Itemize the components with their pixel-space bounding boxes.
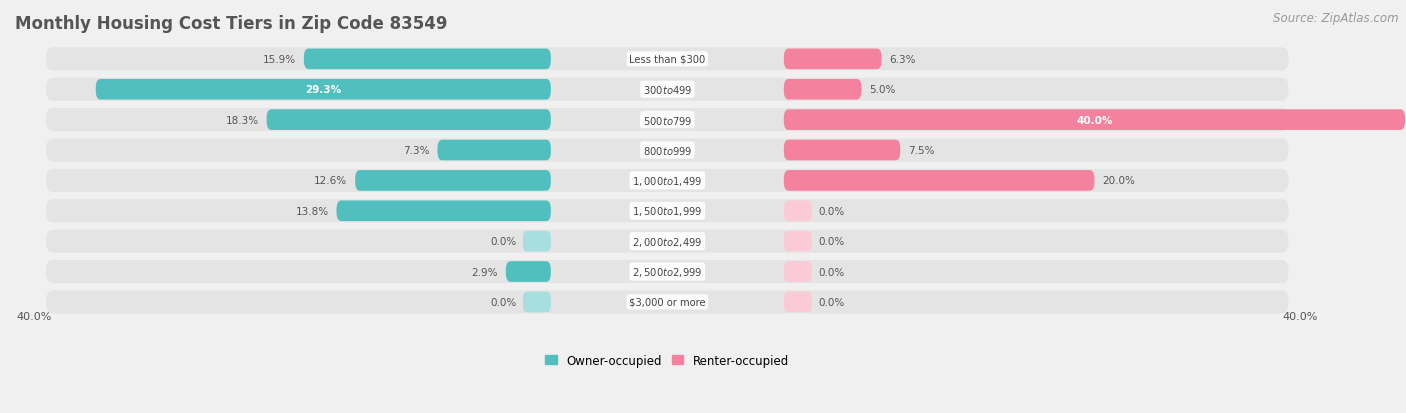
Text: 2.9%: 2.9% (471, 267, 498, 277)
FancyBboxPatch shape (46, 291, 1288, 314)
Text: 7.5%: 7.5% (908, 146, 935, 156)
Text: 0.0%: 0.0% (491, 297, 516, 307)
Text: $300 to $499: $300 to $499 (643, 84, 692, 96)
FancyBboxPatch shape (783, 231, 811, 252)
FancyBboxPatch shape (304, 50, 551, 70)
Text: 6.3%: 6.3% (890, 55, 915, 65)
FancyBboxPatch shape (46, 230, 1288, 253)
Text: $800 to $999: $800 to $999 (643, 145, 692, 157)
FancyBboxPatch shape (783, 292, 811, 313)
Text: 0.0%: 0.0% (818, 267, 844, 277)
FancyBboxPatch shape (783, 201, 811, 222)
Legend: Owner-occupied, Renter-occupied: Owner-occupied, Renter-occupied (546, 354, 789, 367)
Text: 5.0%: 5.0% (869, 85, 896, 95)
FancyBboxPatch shape (783, 261, 811, 282)
FancyBboxPatch shape (46, 169, 1288, 192)
Text: $1,500 to $1,999: $1,500 to $1,999 (633, 205, 703, 218)
Text: $500 to $799: $500 to $799 (643, 114, 692, 126)
Text: 40.0%: 40.0% (1076, 115, 1112, 125)
Text: 13.8%: 13.8% (295, 206, 329, 216)
FancyBboxPatch shape (523, 231, 551, 252)
Text: 40.0%: 40.0% (17, 311, 52, 321)
Text: 0.0%: 0.0% (818, 206, 844, 216)
Text: $2,500 to $2,999: $2,500 to $2,999 (633, 266, 703, 278)
FancyBboxPatch shape (783, 140, 900, 161)
Text: 0.0%: 0.0% (491, 237, 516, 247)
Text: Less than $300: Less than $300 (630, 55, 706, 65)
FancyBboxPatch shape (46, 48, 1288, 71)
FancyBboxPatch shape (356, 171, 551, 191)
FancyBboxPatch shape (96, 80, 551, 100)
FancyBboxPatch shape (783, 80, 862, 100)
Text: 29.3%: 29.3% (305, 85, 342, 95)
Text: 0.0%: 0.0% (818, 297, 844, 307)
FancyBboxPatch shape (437, 140, 551, 161)
Text: Source: ZipAtlas.com: Source: ZipAtlas.com (1274, 12, 1399, 25)
FancyBboxPatch shape (46, 200, 1288, 223)
Text: 12.6%: 12.6% (315, 176, 347, 186)
Text: 18.3%: 18.3% (226, 115, 259, 125)
FancyBboxPatch shape (783, 171, 1094, 191)
Text: $1,000 to $1,499: $1,000 to $1,499 (633, 174, 703, 188)
FancyBboxPatch shape (46, 109, 1288, 132)
Text: Monthly Housing Cost Tiers in Zip Code 83549: Monthly Housing Cost Tiers in Zip Code 8… (15, 15, 447, 33)
FancyBboxPatch shape (783, 110, 1405, 131)
FancyBboxPatch shape (523, 292, 551, 313)
FancyBboxPatch shape (506, 261, 551, 282)
FancyBboxPatch shape (46, 260, 1288, 283)
FancyBboxPatch shape (46, 139, 1288, 162)
Text: 15.9%: 15.9% (263, 55, 297, 65)
Text: $3,000 or more: $3,000 or more (628, 297, 706, 307)
Text: 0.0%: 0.0% (818, 237, 844, 247)
FancyBboxPatch shape (267, 110, 551, 131)
FancyBboxPatch shape (336, 201, 551, 222)
FancyBboxPatch shape (783, 50, 882, 70)
Text: 40.0%: 40.0% (1282, 311, 1317, 321)
Text: 7.3%: 7.3% (404, 146, 430, 156)
FancyBboxPatch shape (46, 78, 1288, 102)
Text: 20.0%: 20.0% (1102, 176, 1135, 186)
Text: $2,000 to $2,499: $2,000 to $2,499 (633, 235, 703, 248)
